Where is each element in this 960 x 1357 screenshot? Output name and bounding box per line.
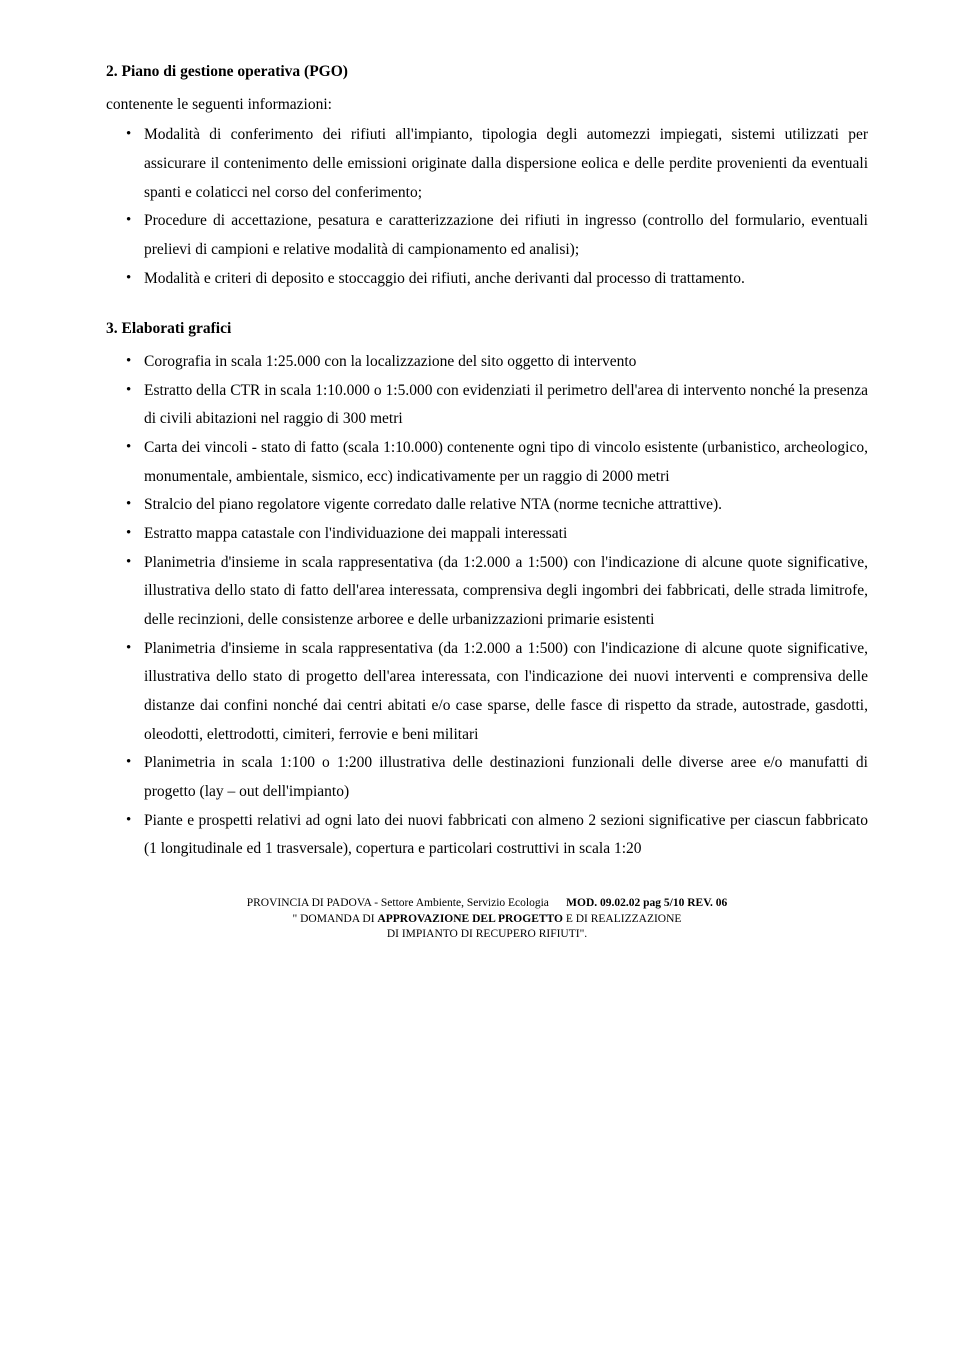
footer-line-1: PROVINCIA DI PADOVA - Settore Ambiente, …	[106, 896, 868, 912]
list-item: Modalità di conferimento dei rifiuti all…	[144, 121, 868, 207]
section-3-title: 3. Elaborati grafici	[106, 315, 868, 344]
section-3-list: Corografia in scala 1:25.000 con la loca…	[106, 348, 868, 864]
list-item: Planimetria in scala 1:100 o 1:200 illus…	[144, 749, 868, 806]
list-item: Planimetria d'insieme in scala rappresen…	[144, 549, 868, 635]
footer-line-3: DI IMPIANTO DI RECUPERO RIFIUTI".	[106, 927, 868, 943]
list-item: Stralcio del piano regolatore vigente co…	[144, 491, 868, 520]
section-2-list: Modalità di conferimento dei rifiuti all…	[106, 121, 868, 293]
footer-l2-prefix: " DOMANDA DI	[293, 913, 378, 925]
list-item: Corografia in scala 1:25.000 con la loca…	[144, 348, 868, 377]
footer-l2-suffix: E DI REALIZZAZIONE	[563, 913, 681, 925]
footer-line-2: " DOMANDA DI APPROVAZIONE DEL PROGETTO E…	[106, 912, 868, 928]
footer-l2-bold: APPROVAZIONE DEL PROGETTO	[377, 913, 563, 925]
list-item: Planimetria d'insieme in scala rappresen…	[144, 635, 868, 750]
list-item: Modalità e criteri di deposito e stoccag…	[144, 265, 868, 294]
list-item: Estratto mappa catastale con l'individua…	[144, 520, 868, 549]
footer-mod: MOD. 09.02.02 pag 5/10 REV. 06	[566, 897, 727, 909]
list-item: Piante e prospetti relativi ad ogni lato…	[144, 807, 868, 864]
footer-org: PROVINCIA DI PADOVA - Settore Ambiente, …	[247, 897, 549, 909]
list-item: Estratto della CTR in scala 1:10.000 o 1…	[144, 377, 868, 434]
section-2-intro: contenente le seguenti informazioni:	[106, 91, 868, 120]
page-footer: PROVINCIA DI PADOVA - Settore Ambiente, …	[106, 896, 868, 943]
section-2-title: 2. Piano di gestione operativa (PGO)	[106, 58, 868, 87]
list-item: Procedure di accettazione, pesatura e ca…	[144, 207, 868, 264]
list-item: Carta dei vincoli - stato di fatto (scal…	[144, 434, 868, 491]
